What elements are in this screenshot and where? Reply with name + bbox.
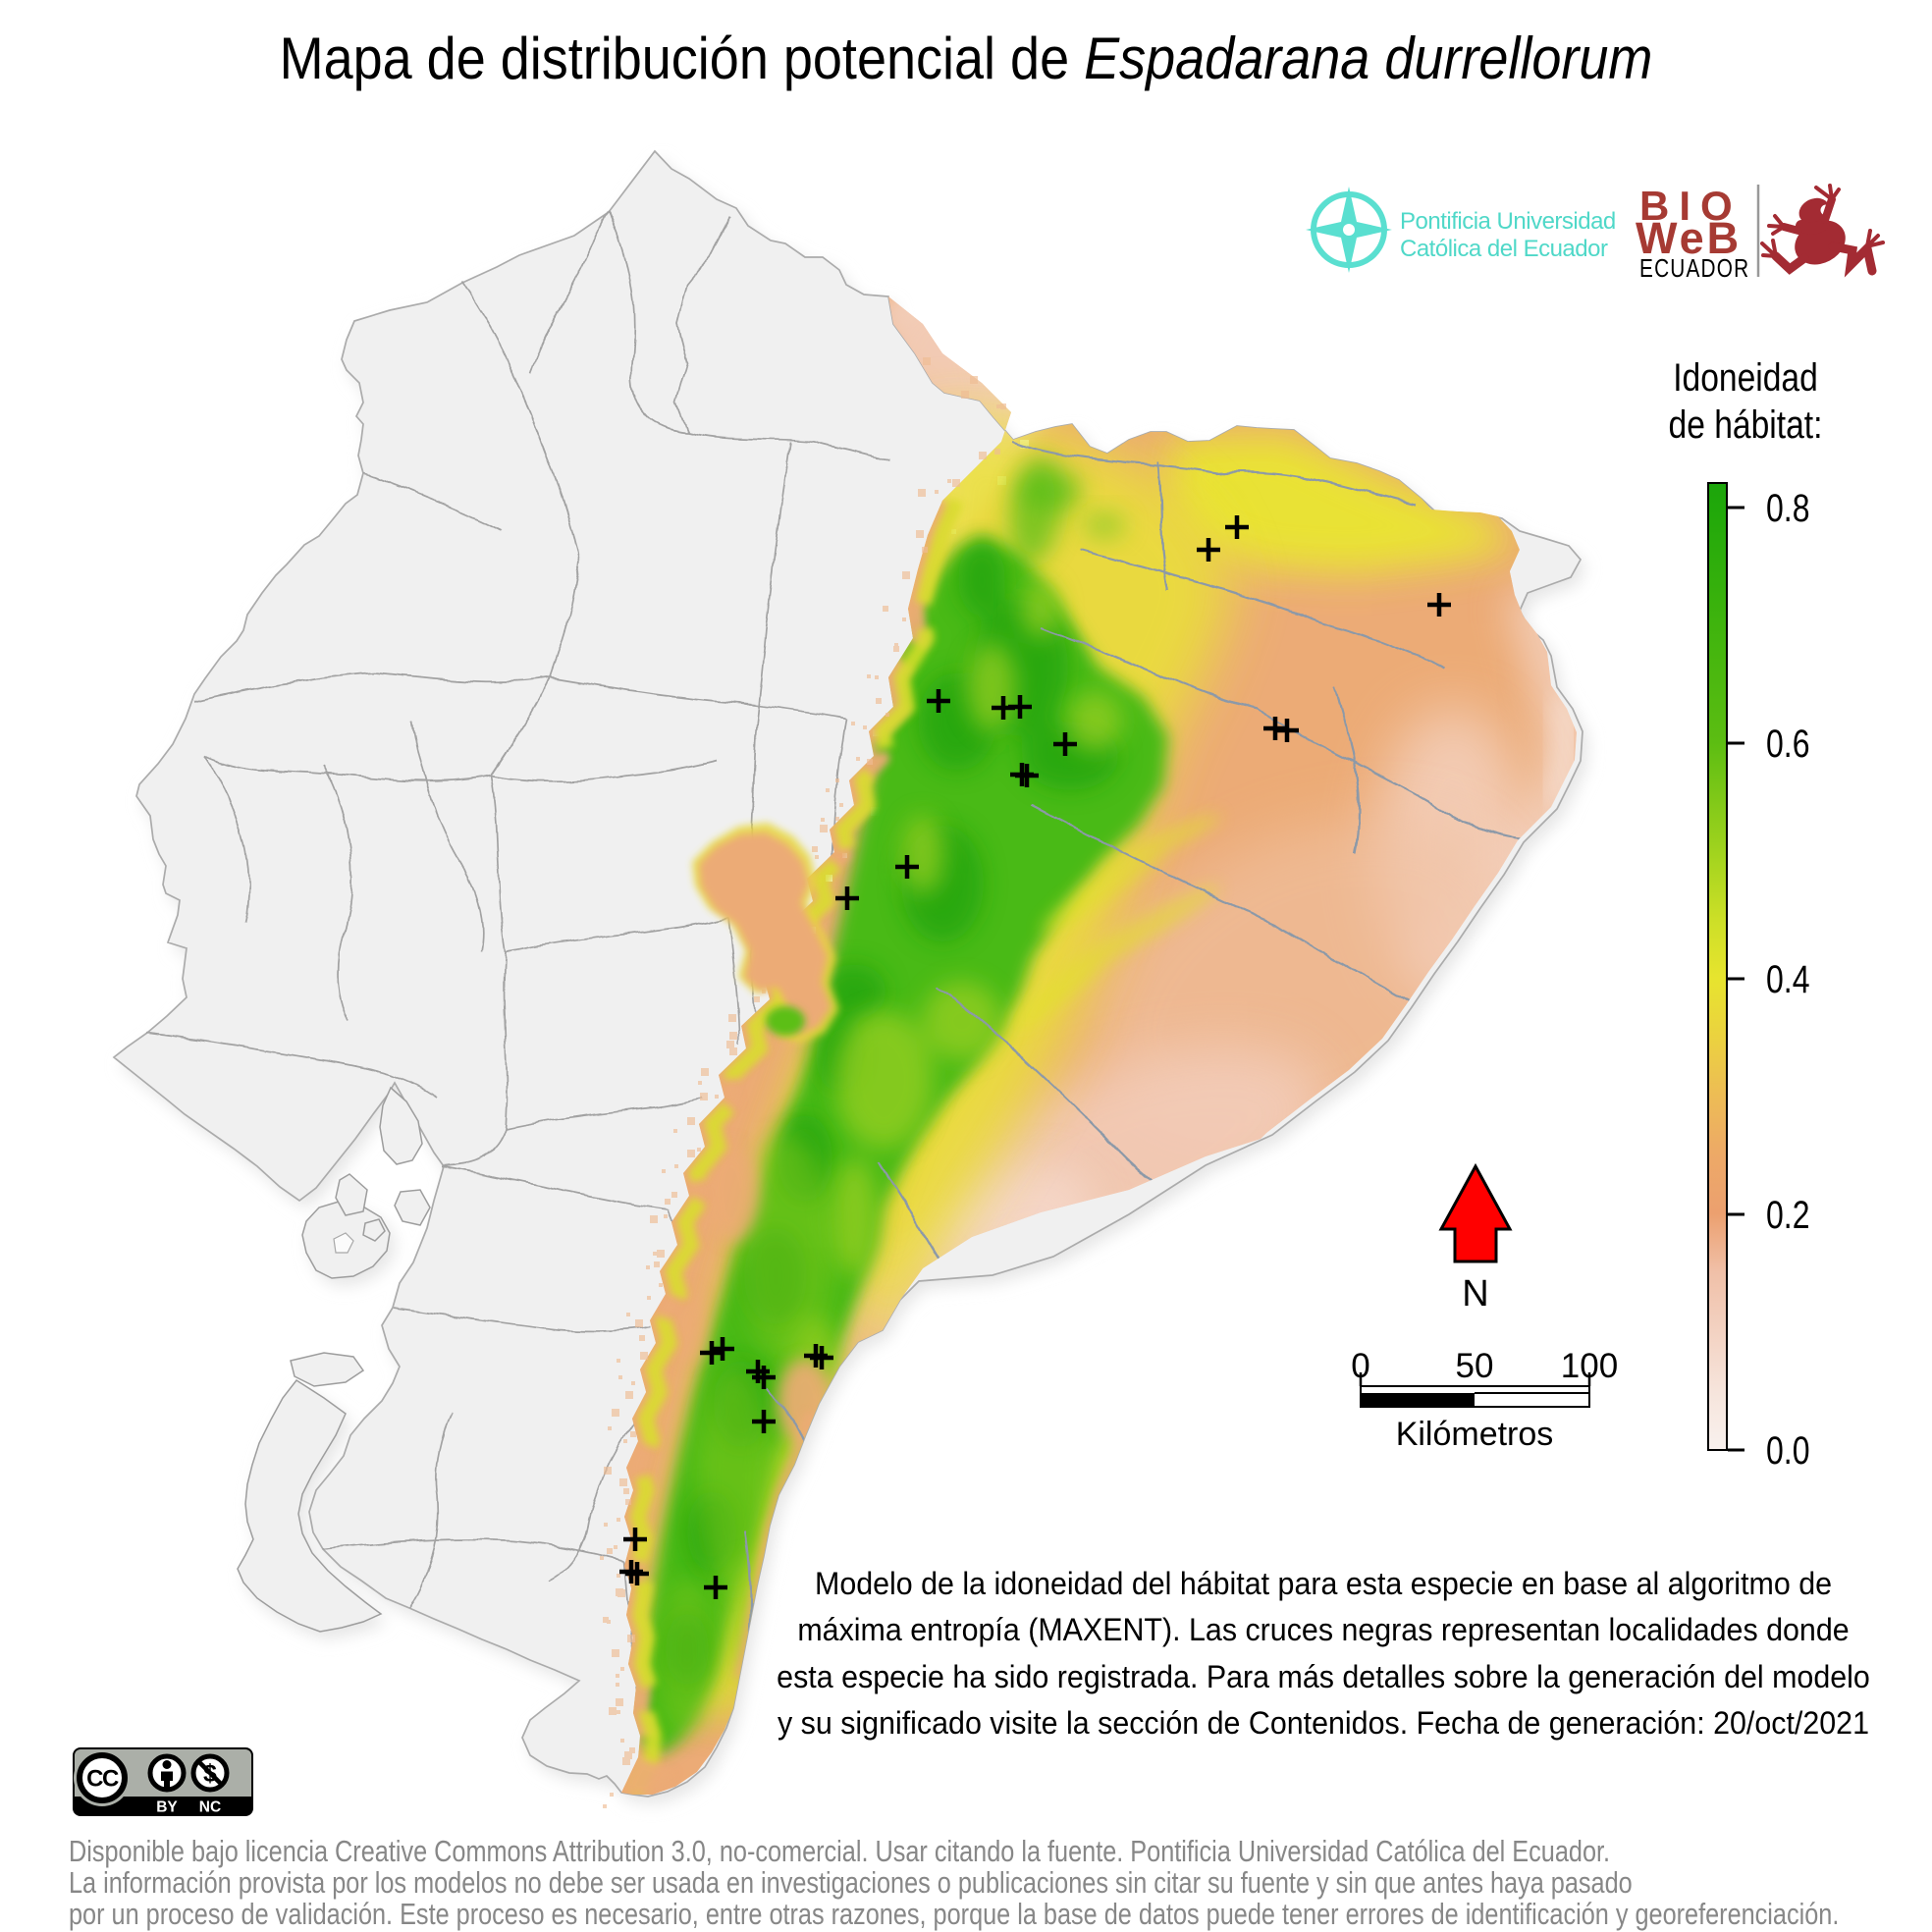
svg-text:CC: CC <box>86 1766 119 1793</box>
svg-text:Católica del Ecuador: Católica del Ecuador <box>1400 236 1608 262</box>
svg-text:Kilómetros: Kilómetros <box>1396 1416 1554 1453</box>
svg-text:N: N <box>1462 1273 1488 1315</box>
svg-text:Pontificia Universidad: Pontificia Universidad <box>1400 208 1616 235</box>
svg-text:BIO: BIO <box>1639 183 1743 229</box>
svg-text:NC: NC <box>199 1799 221 1816</box>
svg-text:0: 0 <box>1351 1347 1369 1385</box>
svg-text:ECUADOR: ECUADOR <box>1639 254 1749 283</box>
svg-text:WeB: WeB <box>1636 213 1742 263</box>
svg-text:BY: BY <box>156 1799 178 1816</box>
svg-text:50: 50 <box>1456 1347 1494 1385</box>
